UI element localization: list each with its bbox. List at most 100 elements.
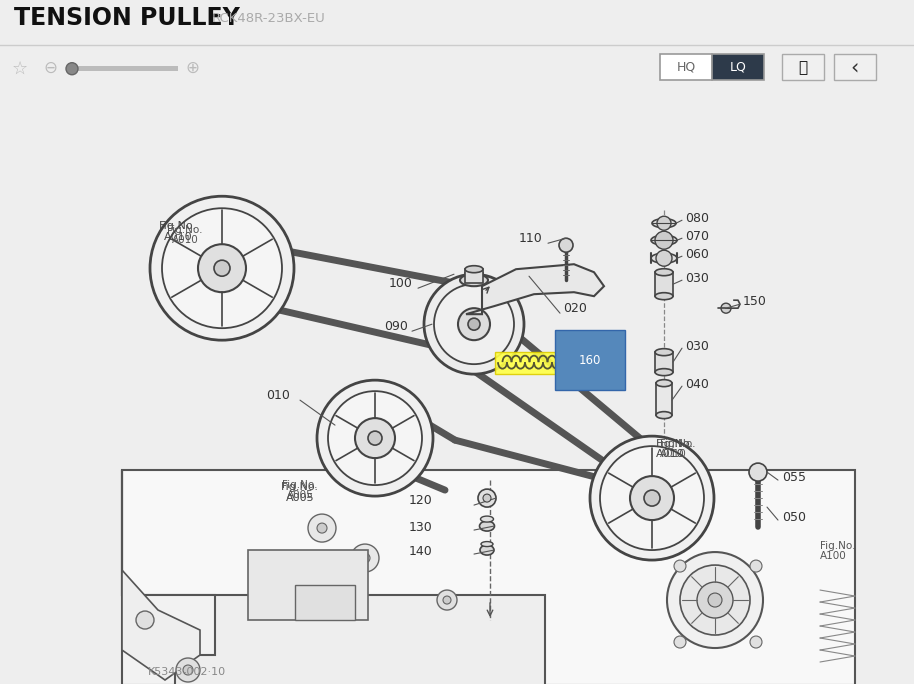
Circle shape xyxy=(424,274,524,374)
Text: Fig.No.: Fig.No. xyxy=(820,541,856,551)
Ellipse shape xyxy=(656,380,672,386)
Circle shape xyxy=(600,446,704,550)
Text: 080: 080 xyxy=(685,212,709,225)
Circle shape xyxy=(136,611,154,629)
Circle shape xyxy=(483,494,491,502)
Circle shape xyxy=(150,196,294,340)
Text: TENSION PULLEY: TENSION PULLEY xyxy=(14,6,239,30)
Circle shape xyxy=(674,560,686,572)
Text: A010: A010 xyxy=(656,449,685,459)
Circle shape xyxy=(308,514,336,542)
Circle shape xyxy=(360,553,370,563)
Text: 🖨: 🖨 xyxy=(799,60,808,75)
Ellipse shape xyxy=(651,253,677,263)
Ellipse shape xyxy=(655,293,673,300)
Text: 090: 090 xyxy=(384,319,408,332)
Text: A005: A005 xyxy=(286,493,314,503)
Circle shape xyxy=(655,231,673,249)
Bar xyxy=(495,352,571,374)
Text: A010: A010 xyxy=(164,232,192,242)
Text: A005: A005 xyxy=(287,490,314,500)
Text: A010: A010 xyxy=(172,235,198,246)
Text: Fig.No.: Fig.No. xyxy=(159,221,197,231)
Text: 120: 120 xyxy=(409,494,432,507)
Circle shape xyxy=(721,303,731,313)
Text: Fig.No.: Fig.No. xyxy=(281,482,319,492)
Circle shape xyxy=(478,489,496,507)
Text: ‹: ‹ xyxy=(851,57,859,77)
Circle shape xyxy=(434,284,514,364)
Text: 060: 060 xyxy=(685,248,709,261)
Text: ⊕: ⊕ xyxy=(185,60,199,77)
Text: A010: A010 xyxy=(660,449,686,459)
Circle shape xyxy=(317,523,327,533)
Circle shape xyxy=(656,250,672,266)
Circle shape xyxy=(66,63,78,75)
Text: ☆: ☆ xyxy=(12,60,28,77)
Bar xyxy=(248,550,368,620)
Text: Fig.No.: Fig.No. xyxy=(282,480,318,490)
Bar xyxy=(655,272,673,296)
Circle shape xyxy=(468,318,480,330)
Circle shape xyxy=(559,238,573,252)
Circle shape xyxy=(355,418,395,458)
Text: ⊖: ⊖ xyxy=(43,60,57,77)
Text: 100: 100 xyxy=(389,277,413,290)
Text: RCK48R-23BX-EU: RCK48R-23BX-EU xyxy=(212,12,325,25)
Ellipse shape xyxy=(656,412,672,419)
Ellipse shape xyxy=(460,274,488,286)
Circle shape xyxy=(317,380,433,496)
Circle shape xyxy=(162,208,282,328)
Circle shape xyxy=(750,636,762,648)
Ellipse shape xyxy=(655,269,673,276)
Bar xyxy=(295,585,355,620)
FancyBboxPatch shape xyxy=(782,54,824,80)
Ellipse shape xyxy=(480,521,494,531)
Text: 160: 160 xyxy=(579,354,601,367)
Circle shape xyxy=(183,665,193,675)
Bar xyxy=(465,269,483,283)
Circle shape xyxy=(657,216,671,231)
Ellipse shape xyxy=(655,349,673,356)
Ellipse shape xyxy=(481,542,493,547)
Text: 055: 055 xyxy=(782,471,806,484)
Text: LQ: LQ xyxy=(729,61,747,74)
Bar xyxy=(656,383,672,415)
Text: HQ: HQ xyxy=(676,61,696,74)
Circle shape xyxy=(214,260,230,276)
Ellipse shape xyxy=(465,269,483,277)
Ellipse shape xyxy=(651,235,677,245)
Polygon shape xyxy=(466,264,604,314)
Polygon shape xyxy=(122,570,200,680)
Circle shape xyxy=(328,391,422,485)
Circle shape xyxy=(750,560,762,572)
Circle shape xyxy=(368,431,382,445)
Circle shape xyxy=(674,636,686,648)
Text: 030: 030 xyxy=(685,340,709,353)
Text: 110: 110 xyxy=(518,232,542,245)
Text: 150: 150 xyxy=(743,295,767,308)
Text: 040: 040 xyxy=(685,378,709,391)
Circle shape xyxy=(176,658,200,682)
FancyBboxPatch shape xyxy=(712,54,764,80)
Circle shape xyxy=(458,308,490,340)
Ellipse shape xyxy=(481,516,494,522)
Circle shape xyxy=(697,582,733,618)
Circle shape xyxy=(437,590,457,610)
Circle shape xyxy=(680,565,750,635)
Text: 020: 020 xyxy=(563,302,587,315)
Circle shape xyxy=(351,544,379,572)
Text: A100: A100 xyxy=(820,551,846,561)
Circle shape xyxy=(644,490,660,506)
Text: K5343-002·10: K5343-002·10 xyxy=(148,667,226,677)
Text: 010: 010 xyxy=(266,389,290,402)
Polygon shape xyxy=(122,470,215,684)
Circle shape xyxy=(708,593,722,607)
Ellipse shape xyxy=(652,219,676,228)
FancyBboxPatch shape xyxy=(834,54,876,80)
Ellipse shape xyxy=(655,369,673,376)
Text: 130: 130 xyxy=(409,521,432,534)
Bar xyxy=(68,66,178,71)
Text: 140: 140 xyxy=(409,544,432,557)
Circle shape xyxy=(667,552,763,648)
